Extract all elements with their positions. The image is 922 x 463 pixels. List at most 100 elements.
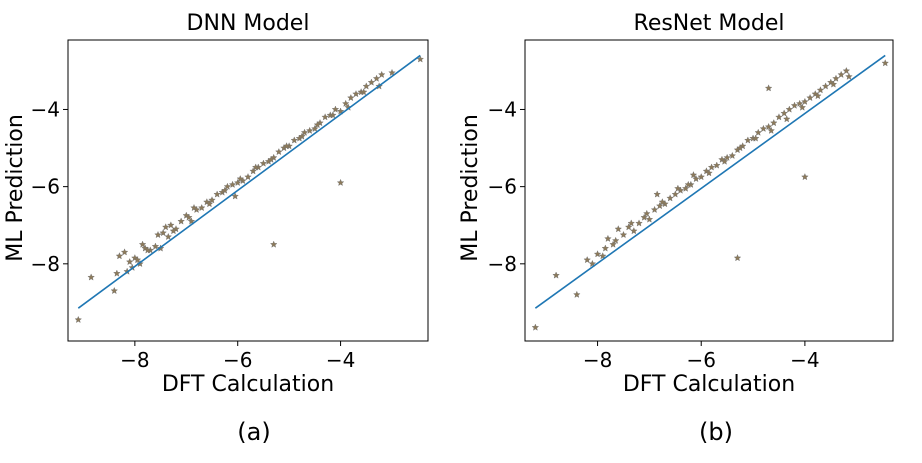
data-point bbox=[728, 151, 737, 159]
data-point bbox=[259, 159, 268, 167]
data-point bbox=[713, 161, 721, 169]
data-point bbox=[110, 286, 119, 295]
data-point bbox=[816, 86, 825, 94]
data-point bbox=[842, 66, 851, 75]
data-point bbox=[733, 254, 742, 262]
data-point bbox=[300, 128, 309, 136]
data-point bbox=[829, 80, 838, 88]
data-point bbox=[671, 190, 680, 198]
data-point bbox=[190, 203, 198, 212]
data-point bbox=[609, 240, 617, 248]
data-point bbox=[658, 198, 667, 206]
data-point bbox=[627, 219, 636, 227]
data-point bbox=[650, 205, 659, 213]
data-point bbox=[164, 232, 173, 240]
data-point bbox=[138, 240, 147, 248]
data-point bbox=[705, 169, 713, 177]
plot-frame bbox=[67, 39, 429, 342]
data-point bbox=[208, 196, 216, 204]
data-point bbox=[795, 99, 804, 107]
y-tick-label: −4 bbox=[488, 97, 517, 121]
data-point bbox=[782, 115, 791, 123]
data-point bbox=[115, 252, 124, 260]
data-point bbox=[707, 163, 716, 171]
y-tick-label: −8 bbox=[488, 252, 517, 276]
data-point bbox=[754, 128, 762, 136]
data-point bbox=[87, 273, 95, 281]
data-point bbox=[185, 213, 193, 221]
x-tick-label: −4 bbox=[326, 348, 355, 372]
x-tick-label: −6 bbox=[686, 348, 715, 372]
scatter-points bbox=[74, 55, 425, 323]
data-point bbox=[125, 257, 134, 266]
data-point bbox=[630, 227, 638, 235]
data-point bbox=[635, 219, 643, 227]
data-point bbox=[151, 242, 160, 250]
data-point bbox=[764, 122, 773, 131]
chart-panel-resnet: ResNet Model DFT Calculation ML Predicti… bbox=[458, 11, 894, 446]
data-point bbox=[223, 182, 232, 190]
data-point bbox=[359, 88, 368, 96]
data-point bbox=[143, 246, 152, 254]
data-point bbox=[267, 155, 275, 163]
x-axis-ticks: −8 −6 −4 bbox=[120, 341, 355, 372]
data-point bbox=[593, 250, 602, 258]
x-tick-label: −8 bbox=[120, 348, 149, 372]
data-point bbox=[689, 171, 698, 179]
data-point bbox=[881, 59, 889, 67]
scatter-points bbox=[531, 59, 889, 331]
data-point bbox=[845, 72, 853, 80]
data-point bbox=[282, 142, 291, 150]
data-point bbox=[801, 97, 809, 105]
data-point bbox=[624, 223, 633, 231]
data-point bbox=[814, 92, 822, 100]
data-point bbox=[362, 82, 371, 90]
data-point bbox=[341, 99, 350, 107]
data-point bbox=[832, 74, 840, 82]
data-point bbox=[573, 290, 581, 298]
data-point bbox=[311, 124, 319, 132]
data-point bbox=[154, 230, 162, 239]
data-point bbox=[236, 174, 245, 183]
data-point bbox=[723, 153, 731, 161]
data-point bbox=[347, 93, 355, 102]
data-point bbox=[388, 68, 396, 76]
y-axis-label: ML Prediction bbox=[458, 114, 483, 262]
panel-caption: (a) bbox=[237, 418, 270, 446]
data-point bbox=[161, 223, 170, 231]
data-point bbox=[601, 244, 610, 252]
data-point bbox=[720, 157, 729, 165]
data-point bbox=[775, 113, 783, 121]
data-point bbox=[321, 113, 329, 121]
data-point bbox=[336, 107, 345, 115]
panel-caption: (b) bbox=[699, 418, 733, 446]
chart-panel-dnn: DNN Model DFT Calculation ML Prediction … bbox=[3, 11, 429, 446]
data-point bbox=[583, 256, 591, 264]
data-point bbox=[372, 74, 381, 82]
data-point bbox=[177, 217, 185, 225]
data-point bbox=[197, 203, 206, 212]
fit-line bbox=[77, 54, 421, 309]
data-point bbox=[305, 126, 314, 134]
data-point bbox=[767, 126, 775, 134]
data-point bbox=[604, 234, 612, 242]
data-point bbox=[611, 236, 620, 244]
data-point bbox=[329, 111, 337, 119]
data-point bbox=[249, 167, 257, 175]
y-axis-ticks: −8 −6 −4 bbox=[31, 97, 68, 276]
chart-title: DNN Model bbox=[187, 11, 310, 36]
data-point bbox=[244, 173, 252, 181]
data-point bbox=[697, 173, 705, 181]
fit-line bbox=[534, 54, 886, 309]
data-point bbox=[684, 180, 693, 188]
data-point bbox=[770, 119, 778, 127]
plot-frame bbox=[524, 39, 894, 342]
data-point bbox=[298, 132, 306, 140]
data-point bbox=[113, 269, 121, 277]
data-point bbox=[313, 120, 322, 129]
data-point bbox=[653, 190, 661, 198]
data-point bbox=[785, 105, 794, 113]
data-point bbox=[205, 200, 214, 208]
data-point bbox=[231, 192, 239, 200]
